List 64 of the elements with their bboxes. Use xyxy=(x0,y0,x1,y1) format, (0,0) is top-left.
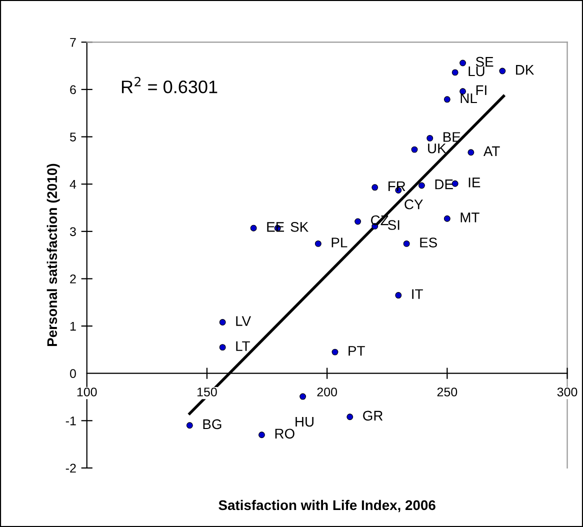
y-axis-title: Personal satisfaction (2010) xyxy=(46,164,60,346)
y-tick-label: 7 xyxy=(70,38,76,47)
point xyxy=(499,68,506,74)
point xyxy=(186,422,193,429)
y-tick-label: 5 xyxy=(70,132,76,142)
point xyxy=(332,348,338,356)
point xyxy=(418,182,425,189)
x-tick-label: 150 xyxy=(197,388,217,396)
annotation: AT xyxy=(483,146,500,156)
annotation: UK xyxy=(428,144,446,154)
annotation: SI xyxy=(388,220,400,230)
annotation: PT xyxy=(348,346,365,356)
annotation: R$^{2}$ = 0.6301 xyxy=(122,76,218,94)
annotation: SK xyxy=(290,222,308,232)
point xyxy=(314,240,322,247)
annotation: GR xyxy=(363,410,383,421)
y-tick-label: 3 xyxy=(70,227,76,236)
x-tick-label: 250 xyxy=(437,388,458,396)
annotation: HU xyxy=(296,416,314,427)
annotation: LT xyxy=(236,341,250,351)
point xyxy=(354,218,362,225)
point xyxy=(452,69,458,76)
x-tick-label: 300 xyxy=(557,388,578,396)
x-tick-label: 100 xyxy=(77,388,97,396)
point xyxy=(372,184,378,191)
annotation: FI xyxy=(476,85,486,95)
y-tick-label: 1 xyxy=(70,322,76,331)
point xyxy=(250,224,257,232)
annotation: ES xyxy=(420,238,437,248)
point xyxy=(258,432,265,438)
annotation: LU xyxy=(468,66,484,76)
point xyxy=(219,319,226,326)
point xyxy=(444,215,450,222)
y-tick-label: -1 xyxy=(66,416,76,426)
annotation: RO xyxy=(275,428,294,439)
annotation: MT xyxy=(460,212,480,222)
point xyxy=(444,96,450,103)
y-tick-label: 2 xyxy=(70,274,76,284)
annotation: IE xyxy=(468,178,480,188)
point xyxy=(426,134,434,142)
annotation: DK xyxy=(516,65,534,75)
point xyxy=(411,146,418,153)
y-tick-label: 6 xyxy=(70,85,76,94)
point xyxy=(219,344,226,351)
annotation: NL xyxy=(460,93,477,103)
annotation: IT xyxy=(412,289,423,299)
annotation: DE xyxy=(435,180,453,190)
x-axis-title: Satisfaction with Life Index, 2006 xyxy=(218,500,436,512)
y-tick-label: -2 xyxy=(66,464,76,473)
point xyxy=(403,240,410,247)
y-tick-label: 4 xyxy=(70,180,76,189)
point xyxy=(460,60,466,66)
point xyxy=(300,393,306,400)
x-tick-label: 200 xyxy=(317,388,338,396)
point xyxy=(395,292,402,299)
annotation: PL xyxy=(332,238,348,248)
point xyxy=(468,149,474,156)
point xyxy=(346,414,354,420)
annotation: BG xyxy=(203,419,222,430)
annotation: FR xyxy=(388,181,406,191)
annotation: LV xyxy=(236,316,251,326)
annotation: CY xyxy=(404,199,423,210)
y-tick-label: 0 xyxy=(70,369,76,378)
annotation: SE xyxy=(476,56,494,67)
